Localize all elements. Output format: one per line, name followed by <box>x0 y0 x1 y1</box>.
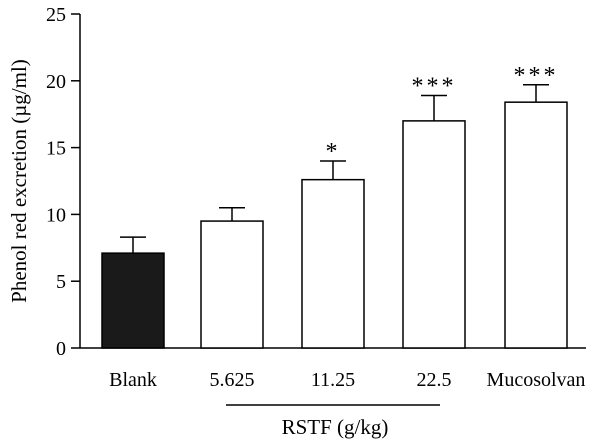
y-tick-label: 0 <box>56 338 66 360</box>
bar <box>402 120 466 349</box>
y-tick-label: 5 <box>56 271 66 293</box>
y-tick-label: 15 <box>46 138 66 160</box>
significance-marker: * <box>326 139 341 165</box>
y-tick-label: 20 <box>46 71 66 93</box>
bar <box>504 101 568 349</box>
x-tick-label: Mucosolvan <box>487 369 586 391</box>
x-tick-label: 22.5 <box>417 369 452 391</box>
y-axis-title: Phenol red excretion (µg/ml) <box>7 59 31 303</box>
x-tick-label: 11.25 <box>311 369 355 391</box>
bar <box>101 252 165 349</box>
y-tick-label: 10 <box>46 204 66 226</box>
x-tick-label: 5.625 <box>210 369 255 391</box>
x-tick-label: Blank <box>109 369 157 391</box>
y-tick-label: 25 <box>46 4 66 26</box>
significance-marker: *** <box>514 63 559 89</box>
plot-area: 0 5 10 15 20 25 Blank 5.625 * 11.25 *** 22.5 *** Muco… <box>46 4 586 406</box>
bar <box>301 178 365 349</box>
bar <box>200 220 264 349</box>
significance-marker: *** <box>412 73 457 99</box>
rstf-group-label: RSTF (g/kg) <box>282 415 389 439</box>
